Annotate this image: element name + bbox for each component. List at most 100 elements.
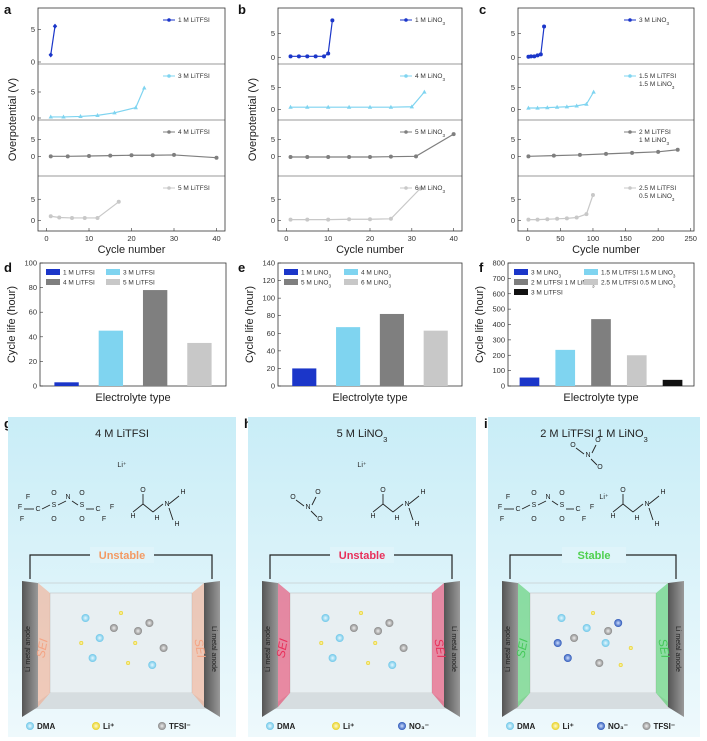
- legend-swatch: [344, 279, 358, 285]
- legend-ball: [642, 722, 651, 730]
- y-tick-label: 60: [267, 329, 275, 338]
- bond: [408, 507, 414, 521]
- bond: [632, 503, 644, 513]
- ion-particle: [328, 654, 337, 662]
- bar-3: [187, 342, 212, 386]
- legend-label: 5 M LiNO3: [301, 280, 331, 289]
- data-point: [590, 193, 595, 197]
- data-point: [532, 54, 537, 59]
- data-point: [538, 52, 543, 57]
- data-point: [133, 105, 138, 110]
- bond: [612, 503, 624, 513]
- atom-label: H: [610, 513, 615, 520]
- legend-label: TFSI⁻: [654, 722, 676, 731]
- y-tick-label: 5: [31, 195, 35, 204]
- y-tick-label: 5: [31, 135, 35, 144]
- atom-label: F: [506, 494, 510, 501]
- y-tick-label: 140: [262, 259, 275, 268]
- atom-label: N: [585, 452, 590, 459]
- y-axis-label: Cycle life (hour): [6, 286, 18, 363]
- atom-label: H: [130, 513, 135, 520]
- schematic-title: 2 M LiTFSI 1 M LiNO3: [540, 428, 648, 444]
- legend-swatch: [584, 279, 598, 285]
- ion-particle: [366, 661, 371, 665]
- atom-label: F: [26, 494, 30, 501]
- data-point: [87, 153, 91, 158]
- y-axis-label: Cycle life (hour): [474, 286, 486, 363]
- ion-particle: [321, 614, 330, 622]
- legend-ball: [158, 722, 166, 730]
- data-point: [305, 217, 310, 222]
- bar-2: [379, 313, 404, 386]
- y-axis-label: Overpotential (V): [7, 78, 19, 161]
- cell-floor: [508, 693, 678, 709]
- ion-particle: [628, 646, 633, 650]
- x-axis-label: Electrolyte type: [332, 392, 407, 404]
- x-axis-label: Cycle number: [336, 244, 404, 256]
- x-tick-label: 0: [526, 234, 530, 243]
- bond: [57, 500, 67, 506]
- legend-swatch: [514, 289, 528, 295]
- x-axis-label: Electrolyte type: [563, 392, 638, 404]
- panel-letter-c: c: [479, 2, 486, 17]
- bar-2: [142, 290, 168, 386]
- data-point: [150, 153, 155, 158]
- data-point: [409, 104, 415, 109]
- legend-marker: [167, 74, 171, 78]
- data-point: [526, 105, 531, 110]
- ion-particle: [399, 644, 408, 652]
- legend-marker: [167, 18, 171, 22]
- y-tick-label: 0: [271, 216, 275, 225]
- atom-label: F: [20, 516, 24, 523]
- bond: [521, 504, 531, 510]
- schematic-title: 4 M LiTFSI: [95, 428, 149, 440]
- x-tick-label: 250: [684, 234, 697, 243]
- y-tick-label: 0: [31, 58, 35, 67]
- legend-label: 4 M LiTFSI: [63, 280, 95, 287]
- data-point: [116, 199, 121, 204]
- legend-label: 1 M LiNO3: [415, 17, 445, 26]
- data-point: [325, 104, 331, 109]
- panel-letter-a: a: [4, 2, 12, 17]
- y-tick-label: 0: [511, 105, 515, 114]
- bond: [551, 500, 559, 506]
- data-point: [288, 104, 293, 109]
- atom-label: O: [140, 487, 146, 494]
- data-point: [48, 52, 53, 58]
- atom-label: O: [570, 442, 576, 449]
- legend-ball: [92, 722, 100, 730]
- ion-particle: [88, 654, 97, 662]
- ion-particle: [595, 659, 604, 667]
- line-chart-b: 0 5 1 M LiNO3 0 5 4 M LiNO3 0 5 5 M LiNO3 0 5 6 M L…: [247, 7, 463, 256]
- legend-label: DMA: [37, 722, 55, 731]
- legend-ball: [26, 722, 34, 730]
- x-axis-label: Cycle number: [98, 244, 166, 256]
- data-point: [418, 186, 423, 191]
- cation-label: Li⁺: [117, 462, 126, 469]
- sei-label-right: SEI: [655, 638, 672, 660]
- legend-ball: [332, 722, 340, 730]
- status-bg: [562, 547, 626, 563]
- x-tick-label: 30: [170, 234, 178, 243]
- atom-label: H: [174, 521, 179, 528]
- legend-label: 6 M LiNO3: [361, 280, 391, 289]
- y-tick-label: 500: [492, 305, 505, 314]
- data-point: [112, 110, 117, 115]
- legend-label: 2.5 M LiTFSI 0.5 M LiNO3: [601, 280, 676, 289]
- bond: [310, 510, 318, 518]
- data-point: [564, 216, 569, 221]
- sei-label-left: SEI: [273, 637, 290, 659]
- data-point: [388, 104, 394, 109]
- legend-marker: [628, 18, 632, 22]
- y-tick-label: 5: [271, 195, 275, 204]
- data-point: [564, 104, 570, 109]
- data-point: [554, 104, 560, 109]
- atom-label: H: [420, 489, 425, 496]
- data-point: [388, 216, 393, 221]
- data-point: [108, 153, 113, 158]
- data-point: [214, 155, 219, 160]
- atom-label: S: [532, 502, 537, 509]
- legend-label: Li⁺: [103, 722, 114, 731]
- atom-label: C: [575, 506, 580, 513]
